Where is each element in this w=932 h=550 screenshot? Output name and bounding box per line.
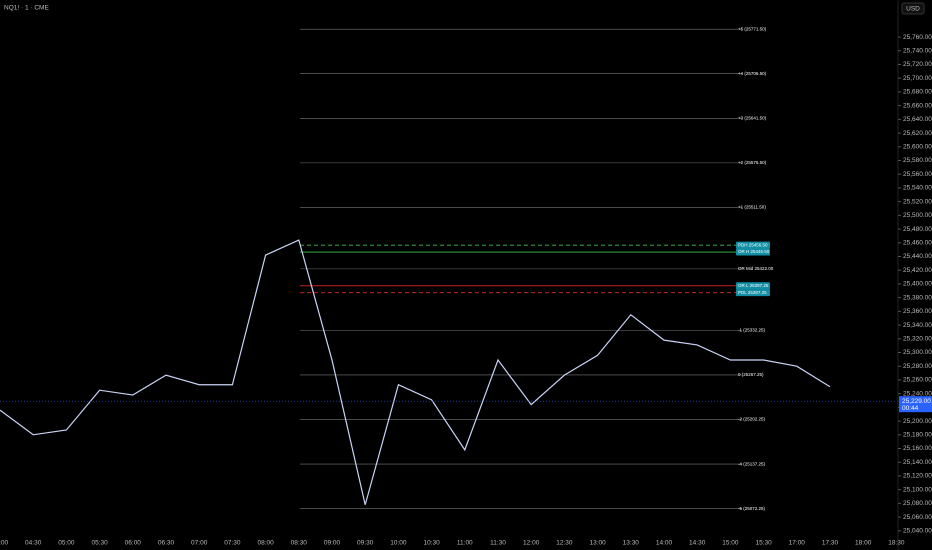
level-label: PDL 25387.25 — [738, 290, 767, 295]
x-tick-label: 17:00 — [789, 540, 806, 547]
x-tick-label: 18:30 — [888, 540, 905, 547]
countdown: 00:44 — [902, 405, 919, 412]
level-label: +1 (25511.50) — [738, 205, 766, 210]
x-tick-label: 07:00 — [191, 540, 208, 547]
x-tick-label: 15:30 — [755, 540, 772, 547]
y-tick-label: 25,640.00 — [903, 116, 932, 123]
y-tick-label: 25,660.00 — [903, 102, 932, 109]
x-tick-label: 12:30 — [556, 540, 573, 547]
y-tick-label: 25,580.00 — [903, 157, 932, 164]
level-label: -4 (25137.25) — [738, 461, 766, 466]
y-tick-label: 25,240.00 — [903, 390, 932, 397]
x-tick-label: 13:00 — [589, 540, 606, 547]
y-tick-label: 25,200.00 — [903, 418, 932, 425]
y-tick-label: 25,480.00 — [903, 226, 932, 233]
x-tick-label: 10:00 — [390, 540, 407, 547]
y-tick-label: 25,180.00 — [903, 432, 932, 439]
y-tick-label: 25,280.00 — [903, 363, 932, 370]
x-tick-label: 11:30 — [490, 540, 506, 547]
y-tick-label: 25,560.00 — [903, 171, 932, 178]
y-tick-label: 25,420.00 — [903, 267, 932, 274]
y-tick-label: 25,120.00 — [903, 473, 932, 480]
x-tick-label: 12:00 — [523, 540, 540, 547]
currency[interactable]: USD — [906, 6, 920, 13]
price-line — [0, 239, 831, 505]
y-tick-label: 25,460.00 — [903, 239, 932, 246]
level-label: 0 (25267.25) — [738, 372, 764, 377]
x-tick-label: 04:00 — [0, 540, 9, 547]
x-tick-label: 10:30 — [423, 540, 440, 547]
last-price-label: 25,229.00 — [902, 398, 931, 405]
level-label: +2 (25576.50) — [738, 160, 767, 165]
chart-title: NQ1! · 1 · CME — [4, 5, 49, 12]
level-label: -5 (25072.25) — [738, 506, 766, 511]
y-tick-label: 25,620.00 — [903, 130, 932, 137]
x-tick-label: 09:30 — [357, 540, 374, 547]
last-price-tag — [899, 396, 932, 413]
level-label: -1 (25332.25) — [738, 328, 766, 333]
level-label: OR Mid 25422.00 — [738, 266, 774, 271]
x-tick-label: 07:30 — [224, 540, 241, 547]
x-tick-label: 18:00 — [855, 540, 872, 547]
x-tick-label: 14:30 — [689, 540, 706, 547]
x-tick-label: 06:30 — [158, 540, 175, 547]
y-tick-label: 25,700.00 — [903, 75, 932, 82]
level-tag — [736, 289, 770, 297]
y-tick-label: 25,500.00 — [903, 212, 932, 219]
y-tick-label: 25,400.00 — [903, 281, 932, 288]
x-tick-label: 09:00 — [324, 540, 341, 547]
y-tick-label: 25,160.00 — [903, 445, 932, 452]
y-tick-label: 25,680.00 — [903, 89, 932, 96]
y-tick-label: 25,340.00 — [903, 322, 932, 329]
y-tick-label: 25,360.00 — [903, 308, 932, 315]
y-tick-label: 25,720.00 — [903, 61, 932, 68]
y-tick-label: 25,140.00 — [903, 459, 932, 466]
x-tick-label: 06:00 — [125, 540, 142, 547]
x-tick-label: 14:00 — [656, 540, 673, 547]
x-tick-label: 11:00 — [457, 540, 473, 547]
level-tag — [736, 241, 770, 249]
y-tick-label: 25,520.00 — [903, 198, 932, 205]
level-label: -2 (25202.25) — [738, 417, 766, 422]
y-tick-label: 25,440.00 — [903, 253, 932, 260]
y-tick-label: 25,380.00 — [903, 294, 932, 301]
x-tick-label: 05:00 — [58, 540, 75, 547]
y-tick-label: 25,100.00 — [903, 486, 932, 493]
x-tick-label: 13:30 — [623, 540, 640, 547]
level-tag — [736, 248, 770, 256]
y-tick-label: 25,080.00 — [903, 500, 932, 507]
x-tick-label: 08:30 — [291, 540, 308, 547]
y-tick-label: 25,320.00 — [903, 335, 932, 342]
y-tick-label: 25,600.00 — [903, 143, 932, 150]
level-label: +5 (25771.50) — [738, 26, 767, 31]
x-tick-label: 04:30 — [25, 540, 42, 547]
y-tick-label: 25,740.00 — [903, 47, 932, 54]
x-tick-label: 17:30 — [822, 540, 839, 547]
y-tick-label: 25,260.00 — [903, 377, 932, 384]
y-tick-label: 25,300.00 — [903, 349, 932, 356]
level-label: +4 (25706.50) — [738, 71, 767, 76]
x-tick-label: 15:00 — [722, 540, 739, 547]
level-label: OR H 25446.50 — [738, 249, 770, 254]
level-label: OR L 25397.25 — [738, 283, 769, 288]
level-tag — [736, 282, 770, 290]
currency-button[interactable] — [901, 2, 925, 15]
y-tick-label: 25,540.00 — [903, 185, 932, 192]
y-tick-label: 25,060.00 — [903, 514, 932, 521]
level-label: PDH 25456.50 — [738, 242, 768, 247]
y-tick-label: 25,760.00 — [903, 34, 932, 41]
x-tick-label: 08:00 — [257, 540, 274, 547]
y-tick-label: 25,040.00 — [903, 528, 932, 535]
x-tick-label: 05:30 — [91, 540, 108, 547]
level-label: +3 (25641.50) — [738, 115, 767, 120]
